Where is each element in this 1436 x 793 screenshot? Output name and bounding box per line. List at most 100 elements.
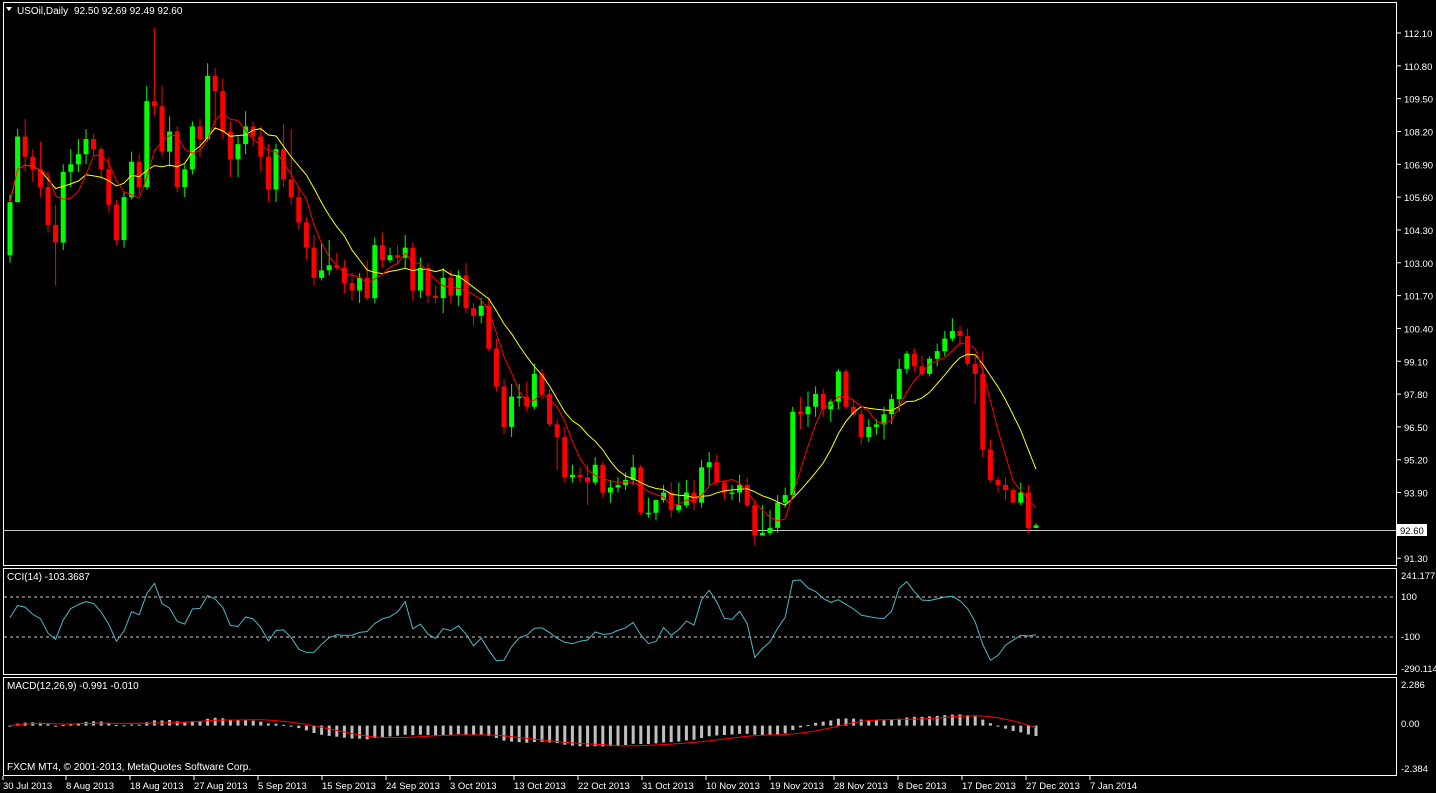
macd-histogram-bar bbox=[251, 720, 255, 726]
macd-histogram-bar bbox=[616, 725, 620, 746]
macd-histogram-bar bbox=[114, 724, 118, 726]
macd-histogram-bar bbox=[738, 725, 742, 734]
candle-body bbox=[547, 394, 553, 425]
macd-histogram-bar bbox=[517, 725, 521, 743]
candle-body bbox=[7, 202, 13, 256]
candle-body bbox=[471, 308, 477, 316]
candle-body bbox=[1025, 492, 1031, 528]
candle-body bbox=[676, 505, 682, 511]
candle-body bbox=[357, 277, 363, 291]
candle-body bbox=[767, 527, 773, 533]
date-tick-label: 3 Oct 2013 bbox=[450, 781, 496, 792]
macd-histogram-bar bbox=[768, 725, 772, 736]
macd-histogram-bar bbox=[190, 721, 194, 726]
candle-body bbox=[212, 75, 218, 92]
macd-histogram-bar bbox=[639, 725, 643, 745]
candle-body bbox=[592, 464, 598, 483]
macd-histogram-bar bbox=[882, 720, 886, 726]
date-tick-label: 27 Aug 2013 bbox=[194, 781, 247, 792]
candle-body bbox=[721, 482, 727, 493]
price-tick-label: 96.50 bbox=[1404, 423, 1428, 434]
macd-histogram-bar bbox=[244, 720, 248, 726]
macd-histogram-bar bbox=[320, 725, 324, 735]
macd-histogram-bar bbox=[555, 725, 559, 744]
candle-body bbox=[372, 245, 378, 299]
cci-group bbox=[9, 579, 1037, 662]
macd-histogram-bar bbox=[221, 718, 225, 726]
macd-histogram-bar bbox=[175, 721, 179, 726]
macd-histogram-bar bbox=[570, 725, 574, 746]
candle-body bbox=[562, 437, 568, 478]
candle-body bbox=[311, 247, 317, 278]
macd-histogram-bar bbox=[981, 719, 985, 726]
macd-histogram-bar bbox=[1026, 725, 1030, 735]
candle-body bbox=[927, 358, 933, 374]
price-tick-label: 97.80 bbox=[1404, 390, 1428, 401]
candle-body bbox=[30, 156, 36, 170]
candle-body bbox=[189, 126, 195, 170]
candle-body bbox=[851, 406, 857, 415]
macd-histogram-bar bbox=[434, 725, 438, 736]
cci-tick-max: 241.1778 bbox=[1401, 571, 1436, 582]
price-tick-label: 105.60 bbox=[1404, 193, 1433, 204]
macd-histogram-bar bbox=[654, 725, 658, 744]
date-tick-label: 8 Dec 2013 bbox=[898, 781, 947, 792]
ohlc-readout: 92.50 92.69 92.49 92.60 bbox=[74, 6, 183, 17]
macd-signal-line bbox=[9, 715, 1037, 747]
macd-histogram-bar bbox=[510, 725, 514, 742]
macd-histogram-bar bbox=[798, 725, 802, 728]
candles-group bbox=[7, 27, 1039, 546]
candle-body bbox=[524, 396, 530, 407]
candle-body bbox=[653, 500, 659, 513]
candle-body bbox=[790, 411, 796, 496]
candle-body bbox=[896, 368, 902, 400]
macd-histogram-bar bbox=[692, 725, 696, 740]
candle-body bbox=[334, 265, 340, 268]
candle-body bbox=[410, 247, 416, 291]
candle-body bbox=[516, 396, 522, 399]
price-tick-label: 93.90 bbox=[1404, 489, 1428, 500]
macd-histogram-bar bbox=[745, 725, 749, 734]
macd-histogram-bar bbox=[912, 716, 916, 726]
moving-averages-group bbox=[9, 112, 1037, 522]
candle-body bbox=[440, 277, 446, 299]
candle-body bbox=[615, 484, 621, 488]
candle-body bbox=[273, 149, 279, 190]
chart-menu-triangle-icon[interactable] bbox=[6, 7, 12, 11]
cci-title: CCI(14) -103.3687 bbox=[7, 572, 90, 583]
candle-body bbox=[980, 373, 986, 450]
candle-body bbox=[167, 131, 173, 152]
macd-histogram-bar bbox=[327, 725, 331, 736]
macd-histogram-bar bbox=[487, 725, 491, 737]
macd-histogram-bar bbox=[289, 725, 293, 727]
cci-line bbox=[9, 579, 1037, 662]
macd-histogram-bar bbox=[806, 725, 810, 727]
candle-body bbox=[569, 474, 575, 478]
macd-histogram-bar bbox=[730, 725, 734, 735]
candle-body bbox=[820, 394, 826, 410]
candle-body bbox=[904, 353, 910, 369]
candle-body bbox=[509, 396, 515, 427]
macd-histogram-bar bbox=[266, 723, 270, 726]
macd-histogram-bar bbox=[380, 725, 384, 738]
price-tick-label: 109.50 bbox=[1404, 95, 1433, 106]
macd-title: MACD(12,26,9) -0.991 -0.010 bbox=[7, 681, 139, 692]
macd-histogram-bar bbox=[646, 725, 650, 745]
macd-histogram-bar bbox=[548, 725, 552, 743]
candle-body bbox=[661, 492, 667, 501]
macd-histogram-bar bbox=[776, 725, 780, 735]
date-tick-label: 22 Oct 2013 bbox=[578, 781, 630, 792]
date-tick-label: 7 Jan 2014 bbox=[1090, 781, 1137, 792]
main-pane-header[interactable]: USOil,Daily 92.50 92.69 92.49 92.60 bbox=[6, 6, 183, 17]
candle-body bbox=[805, 406, 811, 415]
candle-body bbox=[182, 169, 188, 188]
candle-body bbox=[129, 161, 135, 198]
candle-body bbox=[455, 275, 461, 296]
candle-body bbox=[972, 363, 978, 374]
macd-histogram-bar bbox=[502, 725, 506, 741]
candle-body bbox=[1033, 525, 1039, 528]
macd-histogram-bar bbox=[624, 725, 628, 745]
candle-body bbox=[699, 467, 705, 503]
macd-histogram-bar bbox=[1034, 725, 1038, 737]
